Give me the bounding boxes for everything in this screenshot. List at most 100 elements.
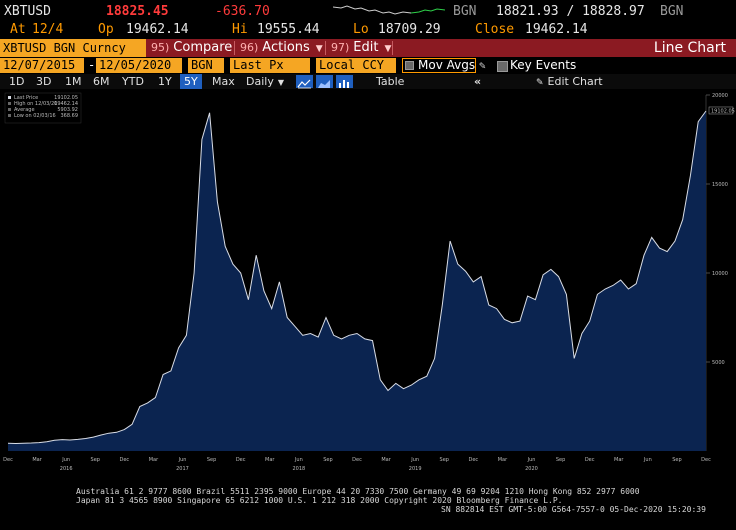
- net-change: -636.70: [215, 4, 270, 19]
- x-tick-label: Dec: [236, 457, 246, 463]
- legend-label: Low on 02/03/16: [14, 113, 56, 119]
- key-events-checkbox[interactable]: [497, 61, 508, 72]
- chevron-down-icon: ▼: [315, 44, 323, 54]
- pencil-icon[interactable]: ✎: [479, 59, 486, 72]
- intraday-sparkline: [333, 5, 445, 15]
- security-field[interactable]: XBTUSD BGN Curncy: [0, 39, 146, 57]
- close-label: Close: [475, 22, 515, 37]
- period-6m[interactable]: 6M: [93, 75, 110, 88]
- y-tick-label: 10000: [712, 271, 728, 277]
- open-value: 19462.14: [126, 22, 189, 37]
- x-year-label: 2019: [409, 466, 422, 472]
- x-tick-label: Jun: [178, 457, 187, 463]
- x-tick-label: Mar: [498, 457, 508, 463]
- mov-avgs-checkbox[interactable]: [405, 61, 414, 70]
- period-3d[interactable]: 3D: [36, 75, 52, 88]
- x-year-label: 2020: [525, 466, 538, 472]
- x-tick-label: Sep: [556, 457, 565, 463]
- price-line: [7, 110, 707, 445]
- x-tick-label: Mar: [381, 457, 391, 463]
- period-1d[interactable]: 1D: [9, 75, 25, 88]
- frequency-dropdown[interactable]: Daily ▼: [246, 74, 284, 89]
- end-date-field[interactable]: 12/05/2020: [96, 58, 182, 73]
- edit-menu-button[interactable]: 97) Edit ▼: [331, 39, 391, 57]
- actions-menu-button[interactable]: 96) Actions ▼: [240, 39, 323, 57]
- x-tick-label: Sep: [672, 457, 681, 463]
- footer-line-3: SN 882814 EST GMT-5:00 G564-7557-0 05-De…: [441, 505, 706, 514]
- quote-source-2: BGN: [660, 4, 684, 19]
- close-value: 19462.14: [525, 22, 588, 37]
- chevron-down-icon: ▼: [384, 44, 392, 54]
- y-tick-label: 5000: [712, 360, 725, 366]
- x-tick-label: Jun: [643, 457, 652, 463]
- start-date-field[interactable]: 12/07/2015: [0, 58, 84, 73]
- x-tick-label: Jun: [294, 457, 303, 463]
- legend-label: Last Price: [14, 95, 38, 101]
- x-year-label: 2018: [292, 466, 305, 472]
- x-tick-label: Jun: [410, 457, 419, 463]
- period-1y[interactable]: 1Y: [158, 75, 172, 88]
- compare-shortcut: 95): [151, 41, 170, 54]
- legend-box: [4, 92, 82, 124]
- legend-value: 368.69: [61, 113, 79, 119]
- table-button[interactable]: Table: [376, 75, 405, 88]
- x-tick-label: Mar: [149, 457, 159, 463]
- low-value: 18709.29: [378, 22, 441, 37]
- actions-label: Actions: [262, 40, 310, 55]
- edit-chart-label: Edit Chart: [547, 75, 603, 88]
- source-field[interactable]: BGN: [188, 58, 224, 73]
- area-chart-icon[interactable]: [316, 75, 333, 88]
- x-tick-label: Jun: [61, 457, 70, 463]
- period-ytd[interactable]: YTD: [122, 75, 144, 88]
- compare-button[interactable]: 95) Compare: [151, 39, 232, 57]
- at-value: 12/4: [32, 22, 64, 37]
- low-label: Lo: [353, 22, 369, 37]
- mov-avgs-toggle[interactable]: Mov Avgs: [402, 58, 476, 73]
- actions-shortcut: 96): [240, 41, 259, 54]
- legend-value: 19462.14: [54, 101, 78, 107]
- y-tick-label: 20000: [712, 93, 728, 99]
- line-chart-icon[interactable]: [296, 75, 313, 89]
- edit-chart-icon: ✎: [536, 78, 544, 88]
- x-tick-label: Dec: [3, 457, 13, 463]
- open-label: Op: [98, 22, 114, 37]
- high-label: Hi: [232, 22, 248, 37]
- price-area: [8, 111, 706, 451]
- price-field[interactable]: Last Px: [230, 58, 310, 73]
- period-5y[interactable]: 5Y: [180, 74, 202, 89]
- legend-swatch: [8, 96, 11, 99]
- period-1m[interactable]: 1M: [65, 75, 82, 88]
- footer-line-2: Japan 81 3 4565 8900 Singapore 65 6212 1…: [76, 496, 563, 505]
- mov-avgs-label: Mov Avgs: [418, 58, 476, 72]
- legend-swatch: [8, 114, 11, 117]
- x-tick-label: Dec: [701, 457, 711, 463]
- last-price-label: 19102.05: [711, 108, 735, 114]
- ticker-symbol: XBTUSD: [4, 4, 51, 19]
- x-tick-label: Sep: [91, 457, 100, 463]
- period-max[interactable]: Max: [212, 75, 235, 88]
- x-tick-label: Mar: [614, 457, 624, 463]
- footer-line-1: Australia 61 2 9777 8600 Brazil 5511 239…: [76, 487, 640, 496]
- legend-label: Average: [14, 107, 35, 113]
- y-tick-label: 15000: [712, 182, 728, 188]
- legend-swatch: [8, 108, 11, 111]
- price-chart[interactable]: 20000 15000 10000 5000 Dec Mar Jun Sep Dec Mar Ju…: [0, 89, 736, 489]
- legend-label: High on 12/03/20: [14, 101, 57, 107]
- at-label: At: [10, 22, 26, 37]
- quote-source: BGN: [453, 4, 477, 19]
- x-tick-label: Dec: [585, 457, 595, 463]
- bar-chart-icon[interactable]: [336, 75, 353, 88]
- currency-field[interactable]: Local CCY: [316, 58, 396, 73]
- edit-shortcut: 97): [331, 41, 350, 54]
- edit-chart-button[interactable]: ✎ Edit Chart: [536, 74, 603, 89]
- collapse-left-icon[interactable]: «: [474, 75, 482, 88]
- x-tick-label: Sep: [207, 457, 216, 463]
- period-bar: [0, 74, 736, 89]
- x-tick-label: Jun: [527, 457, 536, 463]
- x-tick-label: Sep: [323, 457, 332, 463]
- frequency-label: Daily: [246, 75, 274, 88]
- chart-type-title: Line Chart: [653, 40, 726, 56]
- date-range-dash: -: [88, 58, 96, 72]
- last-price-marker: [708, 106, 734, 115]
- bid-ask: 18821.93 / 18828.97: [496, 4, 645, 19]
